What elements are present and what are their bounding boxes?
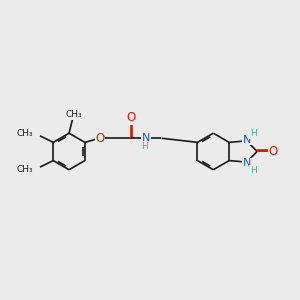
Text: O: O (95, 132, 105, 145)
Text: H: H (250, 129, 256, 138)
Text: N: N (142, 133, 150, 143)
Text: CH₃: CH₃ (66, 110, 82, 119)
Text: N: N (243, 158, 251, 168)
Text: O: O (269, 145, 278, 158)
Text: N: N (243, 135, 251, 145)
Text: H: H (141, 142, 148, 151)
Text: CH₃: CH₃ (17, 129, 34, 138)
Text: CH₃: CH₃ (17, 165, 34, 174)
Text: H: H (250, 166, 256, 175)
Text: O: O (126, 111, 135, 124)
